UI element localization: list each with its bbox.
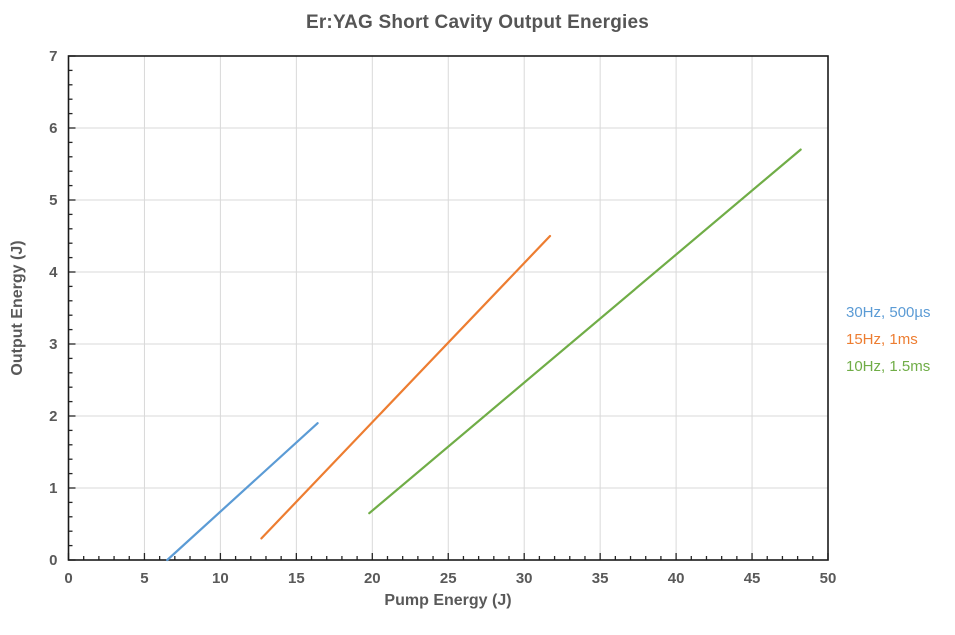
chart-title: Er:YAG Short Cavity Output Energies xyxy=(305,12,650,33)
y-tick-label: 4 xyxy=(49,264,58,281)
x-tick-labels: 0 5 10 15 20 25 30 35 40 45 50 xyxy=(64,570,836,587)
legend-item-0: 30Hz, 500µs xyxy=(846,304,931,321)
y-tick-labels: 0 1 2 3 4 5 6 7 xyxy=(49,48,58,569)
legend: 30Hz, 500µs 15Hz, 1ms 10Hz, 1.5ms xyxy=(846,299,931,380)
y-tick-label: 5 xyxy=(49,192,57,209)
y-tick-label: 6 xyxy=(49,120,57,137)
x-tick-label: 15 xyxy=(288,570,305,587)
y-tick-label: 3 xyxy=(49,336,57,353)
x-tick-label: 20 xyxy=(364,570,381,587)
x-tick-label: 40 xyxy=(668,570,685,587)
y-axis-title: Output Energy (J) xyxy=(9,240,26,376)
legend-item-1: 15Hz, 1ms xyxy=(846,331,918,348)
x-tick-label: 45 xyxy=(744,570,761,587)
x-tick-label: 50 xyxy=(820,570,837,587)
x-tick-label: 5 xyxy=(140,570,148,587)
gridlines xyxy=(68,56,828,560)
series-line-2 xyxy=(368,148,802,515)
y-tick-label: 1 xyxy=(49,480,57,497)
series-line-0 xyxy=(166,422,319,562)
y-tick-label: 7 xyxy=(49,48,57,65)
y-tick-label: 2 xyxy=(49,408,57,425)
legend-item-2: 10Hz, 1.5ms xyxy=(846,358,931,375)
x-axis-title: Pump Energy (J) xyxy=(384,592,512,609)
x-tick-label: 35 xyxy=(592,570,609,587)
x-tick-label: 25 xyxy=(440,570,457,587)
series-line-1 xyxy=(260,234,552,540)
x-tick-label: 10 xyxy=(212,570,229,587)
x-tick-label: 0 xyxy=(64,570,72,587)
plot-border xyxy=(67,55,829,561)
x-tick-label: 30 xyxy=(516,570,533,587)
y-tick-label: 0 xyxy=(49,552,57,569)
